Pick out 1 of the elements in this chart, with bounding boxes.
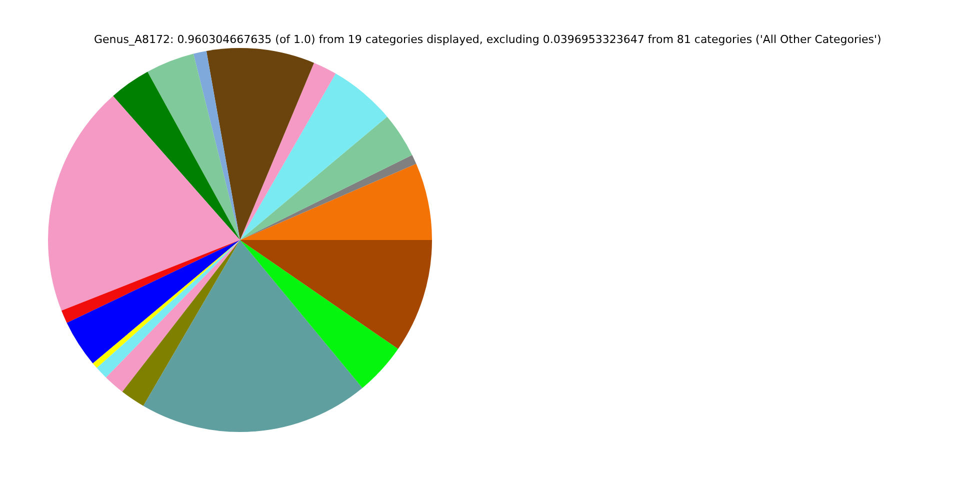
text: Genus_A8172: 0.960304667635 (of 1.0) from 19 categories displayed, excluding 0.0396953323647 from 81 categories ('All Other Categories') <box>94 33 882 46</box>
